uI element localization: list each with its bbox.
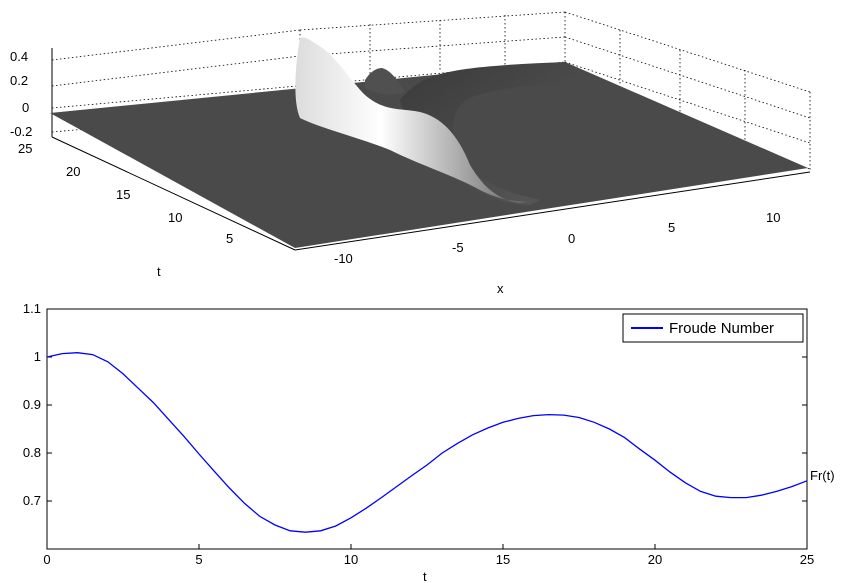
line-plot: 0.7 0.8 0.9 1 1.1 0 5 10 15 20 25 t Fr(t) Froude …	[23, 301, 835, 583]
t-tick-label: 20	[66, 164, 80, 179]
x-tick-label: 10	[344, 552, 358, 567]
legend: Froude Number	[622, 313, 804, 343]
x-tick-label: -5	[452, 240, 464, 255]
surface-t-axis-label: t	[157, 264, 161, 279]
legend-label: Froude Number	[669, 320, 774, 337]
x-tick-label: 10	[766, 210, 780, 225]
line-x-axis-label: t	[423, 569, 427, 583]
t-tick-label: 25	[18, 141, 32, 156]
x-tick-label: 20	[648, 552, 662, 567]
x-tick-label: 5	[195, 552, 202, 567]
surface-x-axis-label: x	[497, 281, 504, 296]
series-line-froude-number	[46, 352, 808, 533]
surface-axis-lines	[51, 48, 811, 251]
y-tick-label: 0.9	[23, 397, 41, 412]
z-ticks: 0.4 0.2 0 -0.2	[10, 49, 32, 139]
x-tick-label: 15	[496, 552, 510, 567]
y-tick-label: 1.1	[23, 301, 41, 316]
x-tick-label: 25	[800, 552, 814, 567]
t-tick-label: 15	[116, 187, 130, 202]
line-plot-axes-box	[46, 308, 808, 550]
z-tick-label: 0.4	[10, 49, 28, 64]
z-tick-label: 0.2	[10, 73, 28, 88]
x-tick-label: 0	[568, 231, 575, 246]
x-tick-label: -10	[334, 251, 353, 266]
y-tick-label: 0.7	[23, 493, 41, 508]
surface-plot: 0.4 0.2 0 -0.2 25 20 15 10 5 -10 -5 0 5 …	[10, 11, 811, 296]
line-y-axis-label: Fr(t)	[810, 468, 835, 483]
z-tick-label: -0.2	[10, 124, 32, 139]
surface-soliton-crest	[295, 37, 540, 203]
y-tick-label: 0.8	[23, 445, 41, 460]
t-tick-label: 5	[226, 231, 233, 246]
x-ticks: 0 5 10 15 20 25	[43, 544, 814, 567]
t-ticks-3d: 25 20 15 10 5	[18, 141, 233, 246]
x-ticks-3d: -10 -5 0 5 10	[334, 210, 780, 266]
y-tick-label: 1	[34, 349, 41, 364]
z-tick-label: 0	[22, 100, 29, 115]
surface-small-bump	[365, 68, 405, 95]
x-tick-label: 0	[43, 552, 50, 567]
x-tick-label: 5	[668, 220, 675, 235]
t-tick-label: 10	[168, 210, 182, 225]
